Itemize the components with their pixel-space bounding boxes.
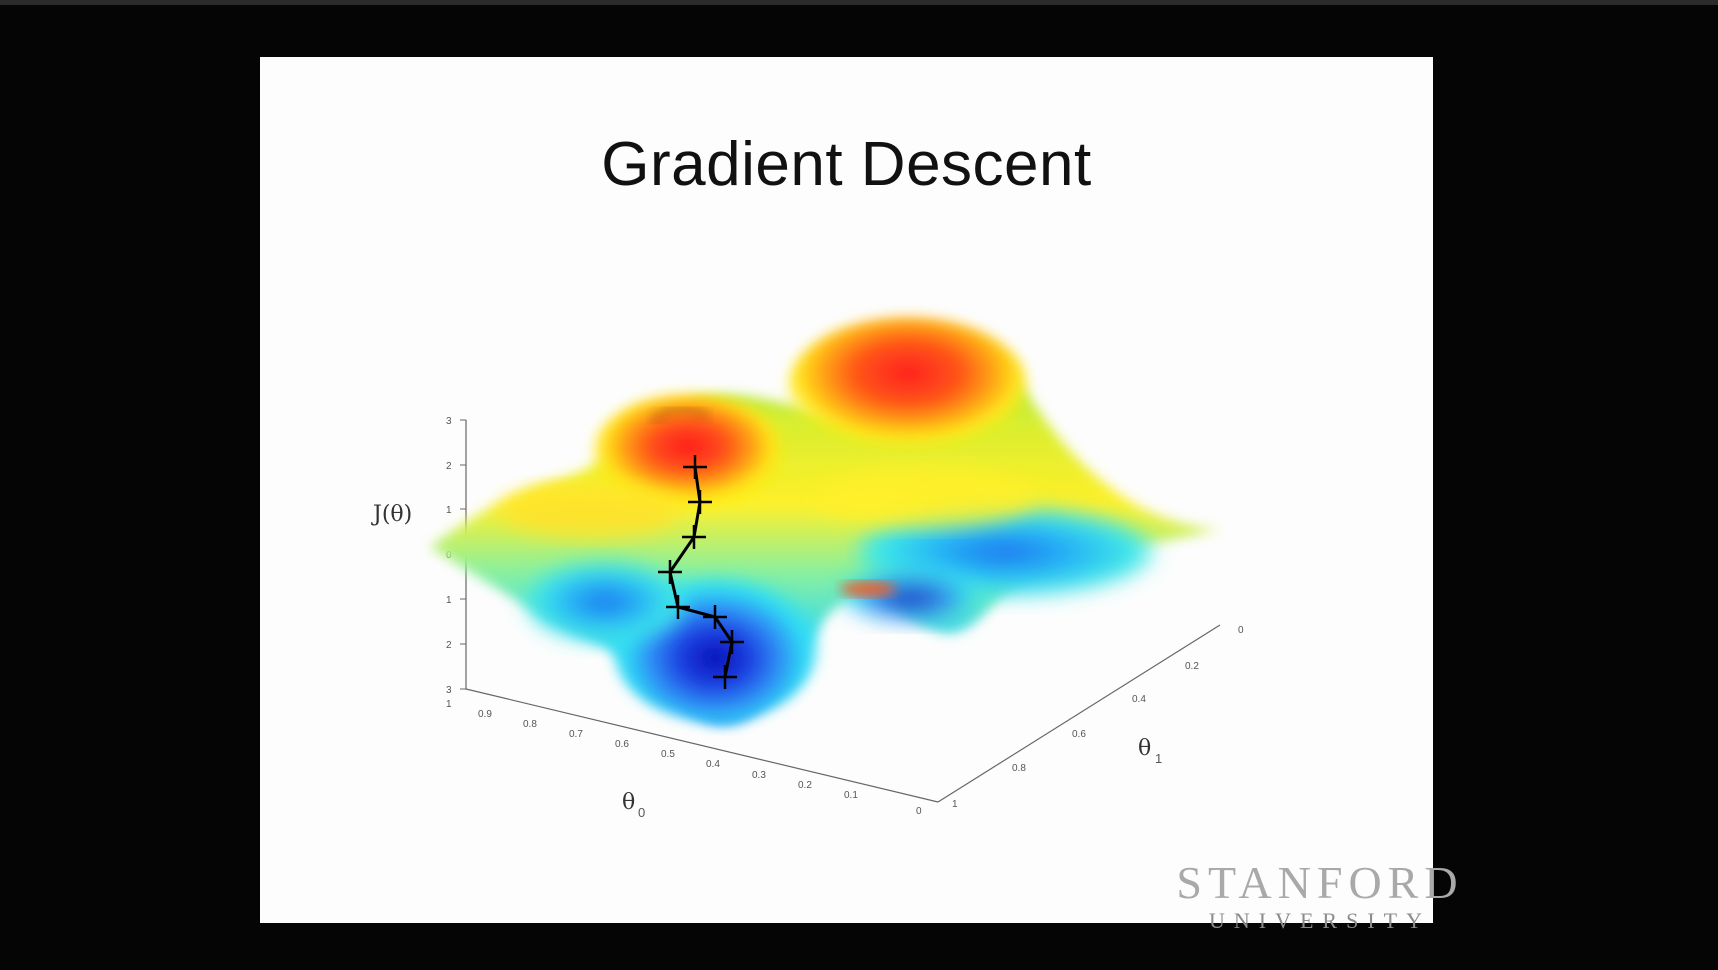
svg-text:θ: θ: [622, 790, 635, 815]
x-tick: 0.1: [844, 790, 858, 801]
z-tick: 3: [446, 685, 452, 696]
watermark-line2: UNIVERSITY: [1155, 908, 1485, 934]
z-tick: 1: [446, 595, 452, 606]
y-tick: 0.4: [1132, 694, 1146, 705]
z-tick: 2: [446, 640, 452, 651]
x-tick: 0.8: [523, 719, 537, 730]
svg-text:0: 0: [638, 805, 645, 820]
y-tick: 0: [1238, 625, 1244, 636]
player-top-bar: [0, 0, 1718, 5]
svg-text:θ: θ: [1138, 736, 1151, 761]
z-axis-label: J(θ): [371, 502, 412, 527]
y-tick: 1: [952, 799, 958, 810]
x-tick: 0.2: [798, 780, 812, 791]
y-axis: 0 0.2 0.4 0.6 0.8 1: [938, 625, 1244, 810]
y-tick: 0.2: [1185, 661, 1199, 672]
lecture-slide: Gradient Descent: [260, 57, 1433, 923]
x-tick: 0.5: [661, 749, 675, 760]
x-tick: 0: [916, 806, 922, 817]
z-tick: 1: [446, 505, 452, 516]
cost-surface: [430, 317, 1220, 725]
y-tick: 0.8: [1012, 763, 1026, 774]
z-tick: 3: [446, 416, 452, 427]
y-axis-label: θ 1: [1138, 736, 1162, 766]
z-tick: 2: [446, 461, 452, 472]
watermark-line1: STANFORD: [1155, 858, 1485, 908]
x-axis-label: θ 0: [622, 790, 645, 820]
svg-text:1: 1: [1155, 751, 1162, 766]
x-tick: 0.3: [752, 770, 766, 781]
stanford-watermark: STANFORD UNIVERSITY: [1155, 858, 1485, 934]
x-tick: 0.9: [478, 709, 492, 720]
x-tick: 0.6: [615, 739, 629, 750]
y-tick: 0.6: [1072, 729, 1086, 740]
surface-plot: 3 2 1 0 1 2 3 J(θ) 1 0.9 0.8 0.7 0.6 0.5…: [260, 57, 1433, 923]
x-tick: 0.4: [706, 759, 720, 770]
x-tick: 0.7: [569, 729, 583, 740]
x-tick: 1: [446, 699, 452, 710]
